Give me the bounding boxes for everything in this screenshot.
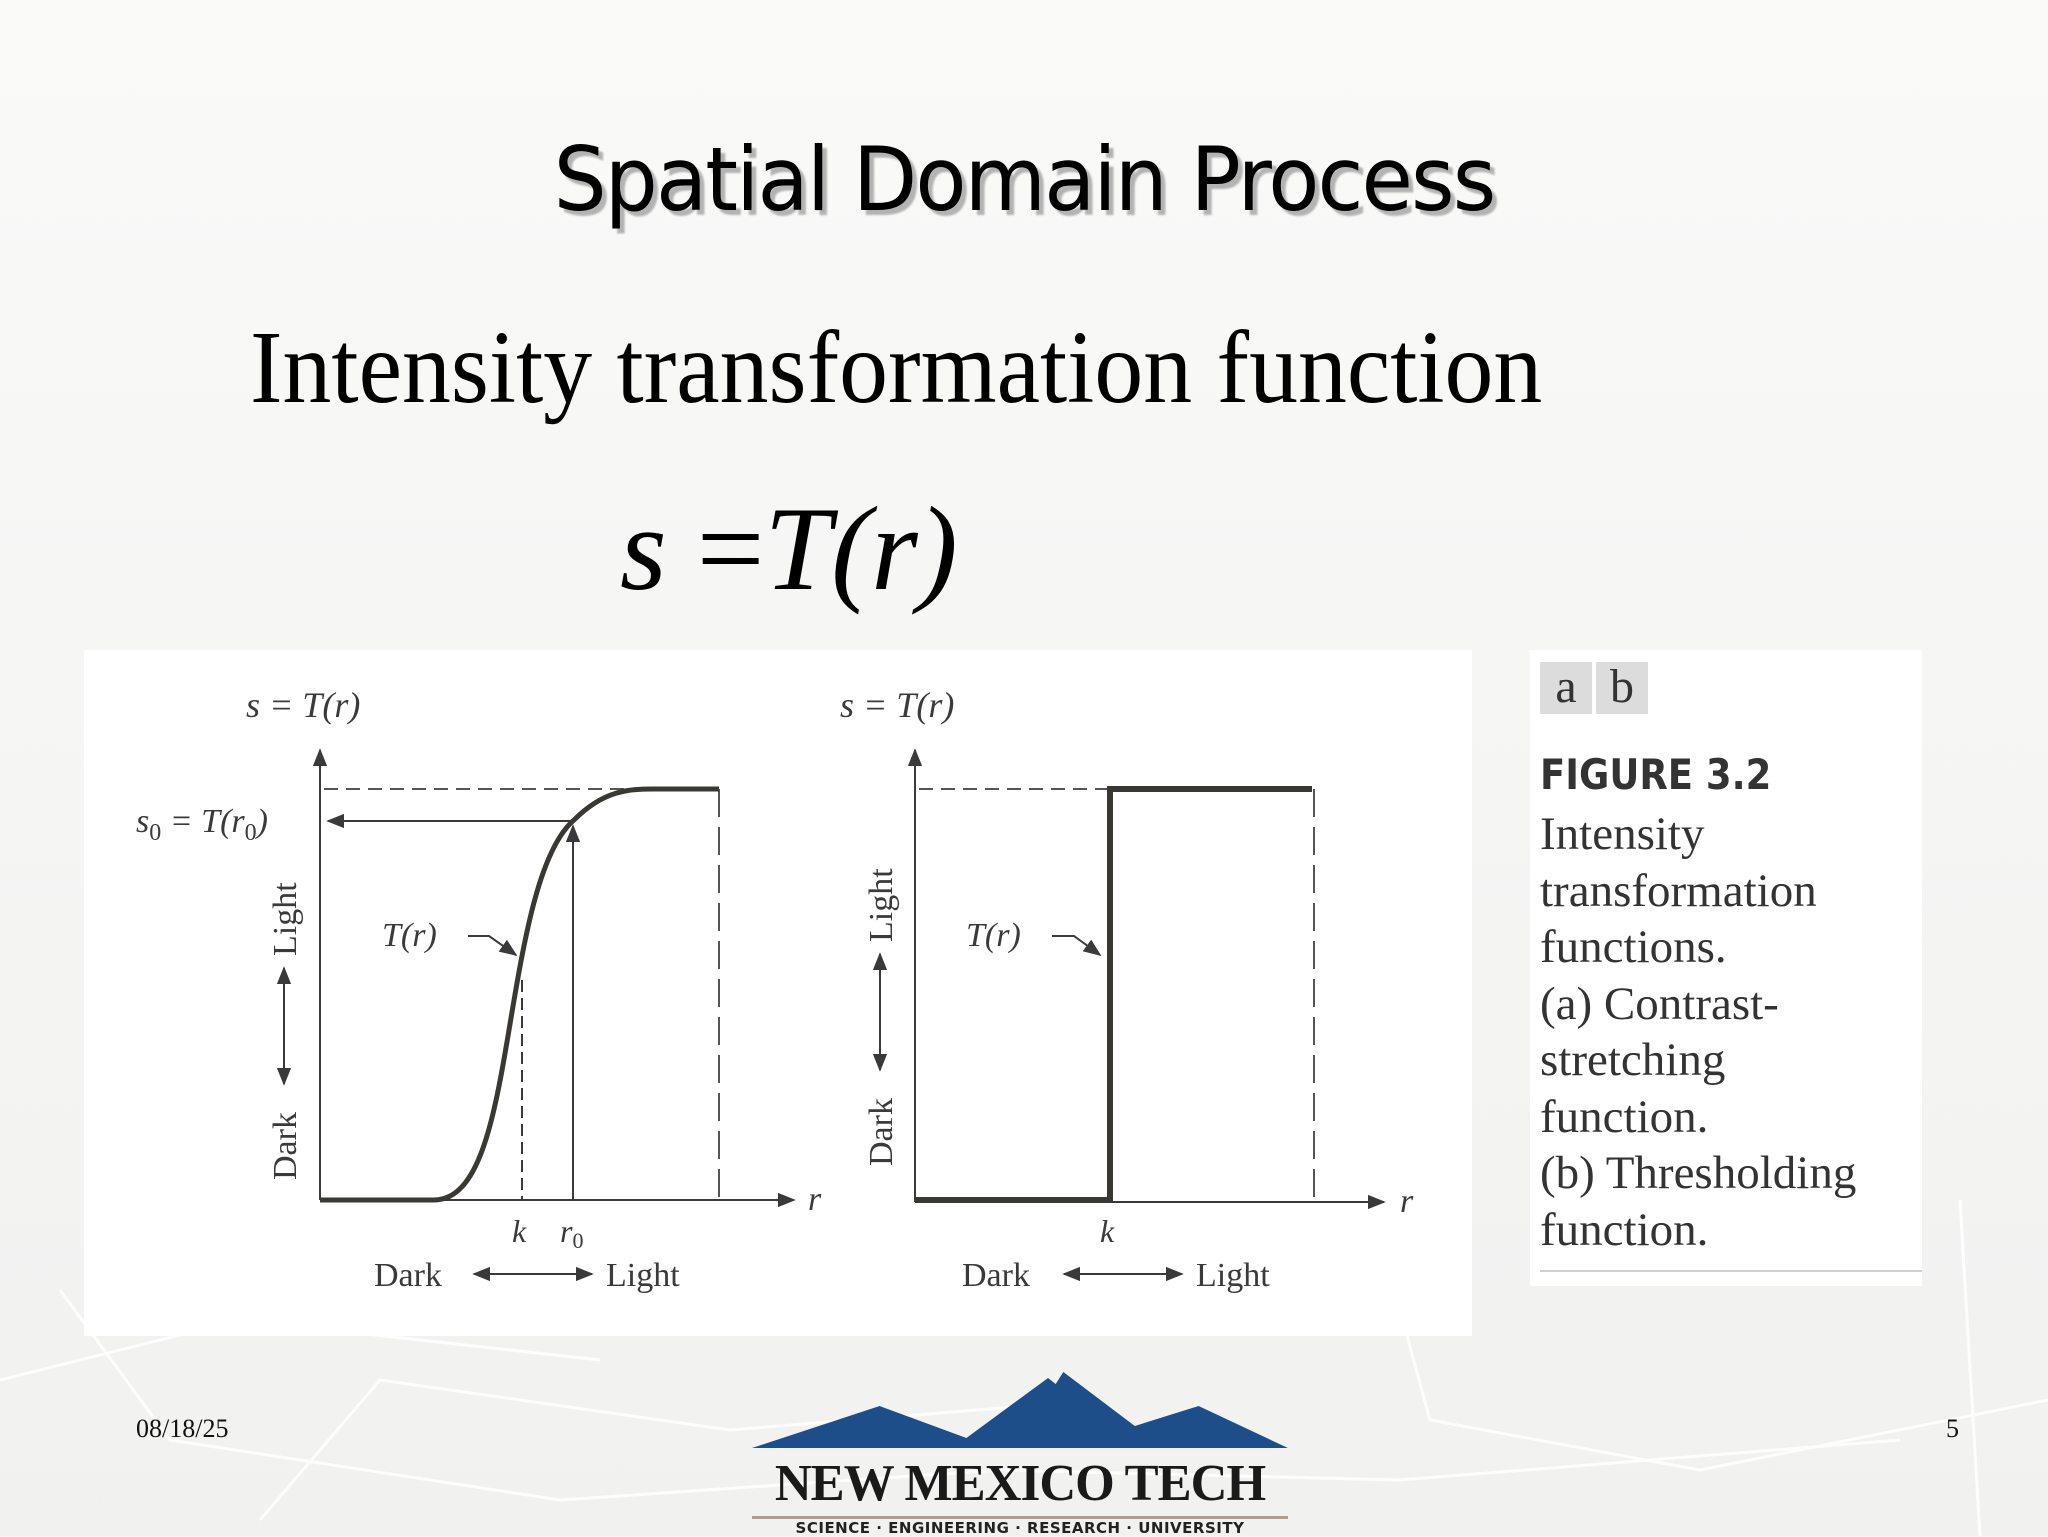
panel-tags: a b [1540,662,1648,714]
logo-tagline: SCIENCE · ENGINEERING · RESEARCH · UNIVE… [795,1519,1245,1537]
plot-a-x-dark: Dark [374,1257,442,1294]
logo-divider [752,1516,1288,1519]
plot-b-x-var: r [1400,1183,1414,1220]
plot-a-s0-label: s0 = T(r0) [136,803,268,846]
caption-line: functions. [1540,921,1727,973]
plot-b-x-light: Light [1196,1257,1270,1294]
plot-b-x-dark: Dark [962,1257,1030,1294]
equation: s =T(r) [620,480,958,618]
plot-b-y-light: Light [863,868,900,942]
caption-line: function. [1540,1090,1709,1143]
slide-subtitle: Intensity transformation function [250,310,1543,425]
plot-a-x-light: Light [606,1257,680,1294]
caption-line: transformation [1540,864,1817,917]
footer-date: 08/18/25 [136,1414,229,1443]
equation-rhs: T(r) [764,482,958,615]
caption-line: (a) Contrast- [1540,977,1779,1030]
plot-a-y-axis-label: s = T(r) [246,685,360,725]
new-mexico-tech-logo: NEW MEXICO TECH SCIENCE · ENGINEERING · … [752,1368,1288,1537]
plot-b-thresholding: s = T(r) r T(r) k Dark Light Dark Light [840,685,1414,1294]
figure-panel: s = T(r) r s0 = T(r0) T [84,650,1472,1336]
figure-caption-title: FIGURE 3.2 [1540,750,1772,799]
logo-name: NEW MEXICO TECH [774,1455,1266,1512]
figure-caption-panel: a b FIGURE 3.2 Intensity transformation … [1530,650,1922,1286]
figure-diagram: s = T(r) r s0 = T(r0) T [136,685,1414,1294]
caption-divider [1540,1270,1922,1272]
mountain-icon [752,1372,1288,1448]
figure-caption-body: Intensity transformation functions. (a) … [1540,806,1920,1258]
plot-b-curve-label: T(r) [966,917,1021,954]
plot-a-k-label: k [512,1213,527,1249]
plot-b-y-axis-label: s = T(r) [840,685,954,725]
plot-b-y-dark: Dark [863,1098,900,1166]
panel-tag-b: b [1596,662,1648,714]
slide-title: Spatial Domain Process [553,128,1497,231]
caption-line: stretching [1540,1034,1726,1086]
panel-tag-a: a [1540,662,1592,714]
caption-line: function. [1540,1203,1709,1256]
slide-number: 5 [1946,1414,1959,1443]
plot-a-x-var: r [808,1181,822,1218]
plot-b-step-function [915,786,1312,1203]
equation-lhs: s [620,482,667,615]
plot-a-contrast-stretching: s = T(r) r s0 = T(r0) T [136,685,822,1294]
caption-line: (b) Thresholding [1540,1147,1857,1199]
plot-a-r0-label: r0 [560,1213,583,1253]
plot-a-y-light: Light [267,882,304,956]
plot-a-y-dark: Dark [267,1112,304,1180]
plot-a-curve-label: T(r) [382,917,437,954]
plot-a-curve-pointer [468,935,518,957]
caption-line: Intensity [1540,808,1705,860]
plot-b-k-label: k [1100,1213,1115,1249]
plot-a-curve [320,786,719,1203]
equation-operator: = [696,482,765,615]
plot-b-curve-pointer [1052,935,1102,957]
